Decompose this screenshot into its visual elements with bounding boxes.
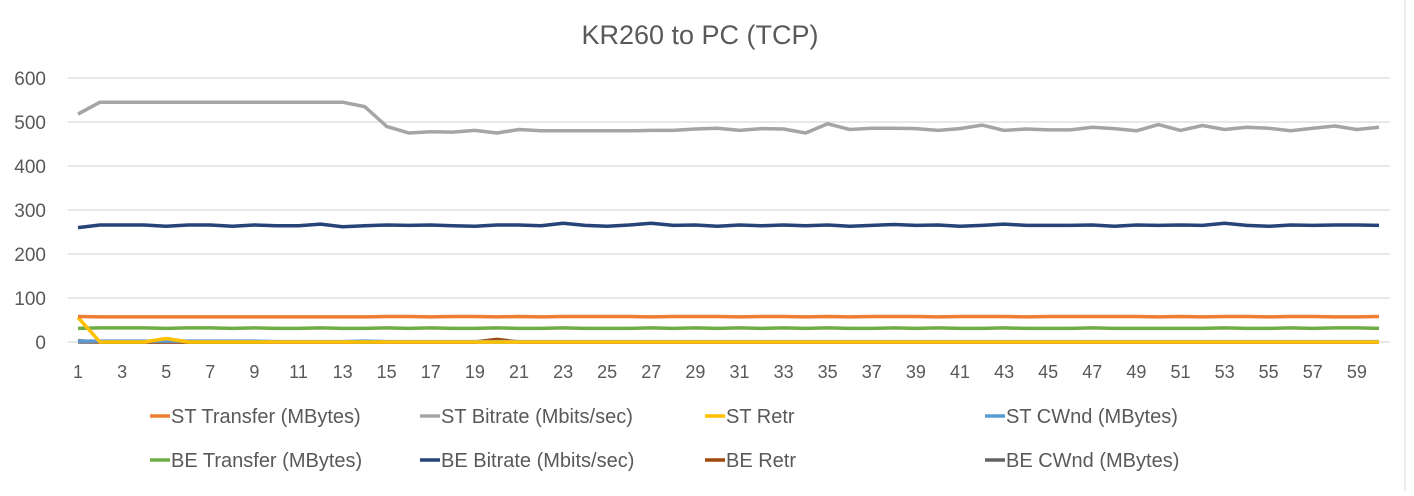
x-tick-label: 35 [818,362,838,382]
y-tick-label: 0 [35,333,46,354]
x-tick-label: 43 [994,362,1014,382]
x-tick-label: 7 [205,362,215,382]
y-tick-label: 200 [14,245,46,266]
x-tick-label: 1 [73,362,83,382]
legend-label: BE CWnd (MBytes) [1006,450,1179,472]
x-tick-label: 53 [1215,362,1235,382]
legend-label: ST Retr [726,406,795,428]
x-tick-label: 59 [1347,362,1367,382]
legend-item-st-bitrate-mbits-sec: ST Bitrate (Mbits/sec) [420,406,633,428]
x-tick-label: 9 [249,362,259,382]
legend-label: ST Bitrate (Mbits/sec) [441,406,633,428]
y-tick-label: 100 [14,289,46,310]
series-line-be-transfer-mbytes [78,328,1379,329]
y-tick-label: 600 [14,69,46,90]
x-tick-label: 5 [161,362,171,382]
y-tick-label: 500 [14,113,46,134]
x-tick-label: 33 [774,362,794,382]
x-tick-label: 51 [1170,362,1190,382]
x-tick-label: 57 [1303,362,1323,382]
x-tick-label: 39 [906,362,926,382]
chart-title: KR260 to PC (TCP) [581,20,818,50]
x-tick-label: 15 [377,362,397,382]
legend-label: ST Transfer (MBytes) [171,406,361,428]
legend-label: BE Bitrate (Mbits/sec) [441,450,634,472]
x-tick-label: 27 [641,362,661,382]
y-tick-label: 400 [14,157,46,178]
x-tick-label: 49 [1126,362,1146,382]
y-tick-label: 300 [14,201,46,222]
x-tick-label: 13 [333,362,353,382]
legend-item-be-bitrate-mbits-sec: BE Bitrate (Mbits/sec) [420,450,634,472]
legend-item-be-cwnd-mbytes: BE CWnd (MBytes) [985,450,1179,472]
legend-label: BE Transfer (MBytes) [171,450,362,472]
x-tick-label: 19 [465,362,485,382]
x-tick-label: 41 [950,362,970,382]
x-tick-label: 17 [421,362,441,382]
x-tick-label: 21 [509,362,529,382]
x-tick-label: 47 [1082,362,1102,382]
legend-item-st-transfer-mbytes: ST Transfer (MBytes) [150,406,361,428]
x-tick-label: 55 [1259,362,1279,382]
x-tick-label: 31 [729,362,749,382]
legend-label: BE Retr [726,450,796,472]
legend-label: ST CWnd (MBytes) [1006,406,1178,428]
x-tick-label: 29 [685,362,705,382]
x-tick-label: 23 [553,362,573,382]
legend-item-be-transfer-mbytes: BE Transfer (MBytes) [150,450,362,472]
x-tick-label: 45 [1038,362,1058,382]
x-tick-label: 25 [597,362,617,382]
legend-item-st-cwnd-mbytes: ST CWnd (MBytes) [985,406,1178,428]
x-tick-label: 11 [289,362,308,382]
x-tick-label: 3 [117,362,127,382]
x-tick-label: 37 [862,362,882,382]
